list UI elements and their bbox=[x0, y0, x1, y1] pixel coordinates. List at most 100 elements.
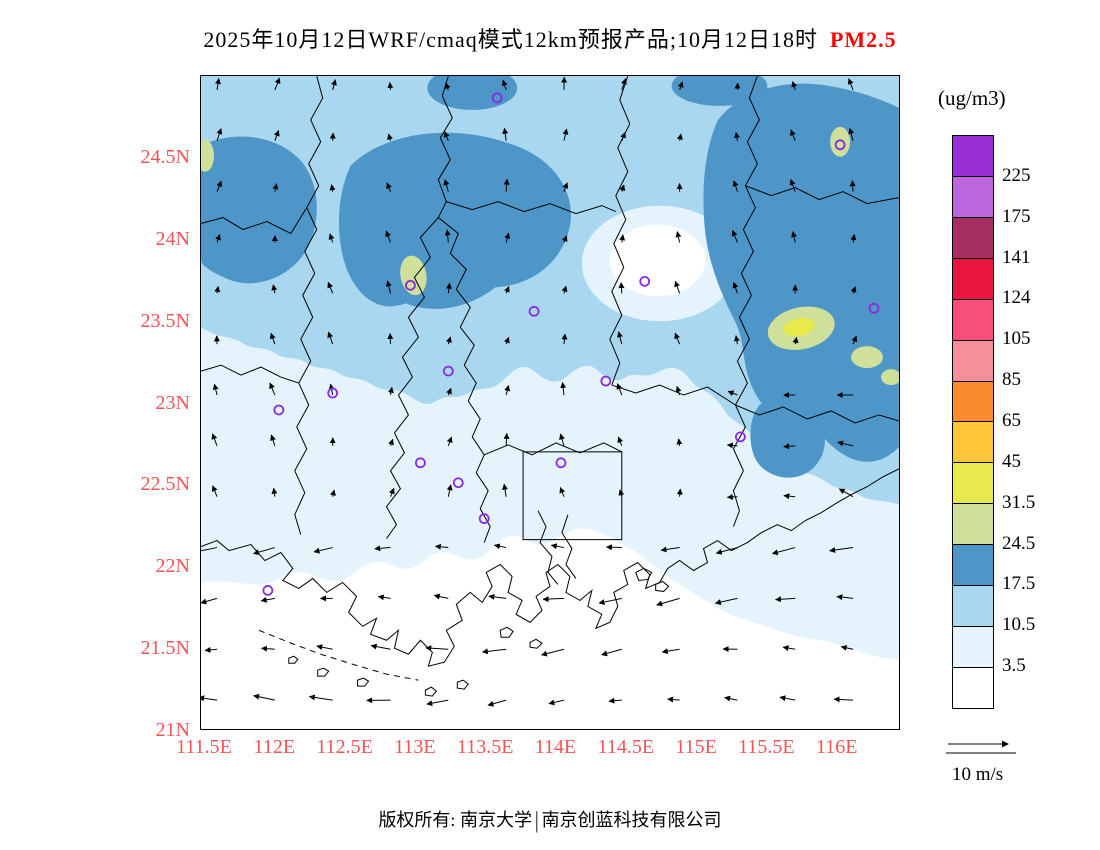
copyright-company: 南京创蓝科技有限公司 bbox=[541, 810, 722, 830]
estuary-line bbox=[537, 510, 559, 585]
wind-arrow bbox=[274, 77, 281, 91]
wind-arrow bbox=[446, 336, 452, 345]
wind-arrow bbox=[732, 180, 739, 192]
wind-arrow bbox=[727, 390, 738, 397]
wind-arrow bbox=[850, 234, 857, 243]
wind-arrow bbox=[215, 233, 221, 243]
legend-value-label: 141 bbox=[1002, 246, 1031, 268]
wind-arrow bbox=[374, 545, 391, 552]
station-marker bbox=[491, 92, 503, 104]
legend-value-labels: 225 175 141 124 105 85 65 45 31.5 24.5 17.5 10.5 3.5 bbox=[1002, 135, 1082, 709]
wind-arrow bbox=[792, 336, 799, 345]
station-marker bbox=[442, 365, 454, 377]
lon-tick-label: 114E bbox=[534, 736, 577, 758]
wind-scale-arrow bbox=[946, 740, 1016, 754]
wind-arrow bbox=[503, 178, 510, 192]
admin-boundary bbox=[732, 76, 760, 527]
station-marker bbox=[478, 513, 490, 525]
wind-arrow bbox=[660, 546, 680, 553]
wind-arrow bbox=[216, 180, 223, 192]
boundary-layer bbox=[201, 76, 899, 697]
admin-boundary bbox=[609, 76, 631, 386]
station-marker bbox=[528, 305, 540, 317]
lon-tick-label: 114.5E bbox=[597, 736, 655, 758]
lat-tick-label: 24N bbox=[155, 227, 190, 250]
legend-value-label: 17.5 bbox=[1002, 573, 1036, 595]
wind-arrow bbox=[488, 593, 507, 600]
wind-arrow bbox=[847, 78, 854, 91]
lon-tick-label: 112.5E bbox=[316, 736, 373, 758]
wind-arrow bbox=[559, 433, 565, 447]
legend-color-box bbox=[953, 545, 993, 587]
wind-arrow bbox=[503, 432, 510, 446]
legend-color-box bbox=[953, 381, 993, 423]
wind-arrow bbox=[540, 648, 565, 657]
wind-arrow bbox=[771, 547, 796, 556]
islands bbox=[288, 567, 670, 697]
wind-arrow bbox=[548, 699, 565, 706]
wind-arrow bbox=[211, 485, 218, 497]
lat-tick-label: 22N bbox=[155, 555, 190, 578]
lat-tick-label: 23N bbox=[155, 391, 190, 414]
wind-arrow bbox=[833, 696, 854, 703]
pm25-contour-map bbox=[201, 76, 899, 729]
station-marker bbox=[639, 275, 651, 287]
wind-arrow bbox=[667, 696, 680, 703]
legend-color-box bbox=[953, 136, 993, 177]
wind-arrow bbox=[562, 182, 569, 192]
wind-arrow bbox=[714, 597, 738, 606]
wind-arrow bbox=[620, 131, 626, 141]
admin-boundary bbox=[385, 217, 439, 539]
wind-arrow bbox=[559, 486, 566, 497]
wind-arrow bbox=[253, 547, 275, 556]
lat-tick-label: 22.5N bbox=[140, 473, 190, 496]
wind-arrow bbox=[501, 79, 508, 91]
wind-arrow bbox=[840, 644, 854, 651]
contour-17.5-central bbox=[338, 132, 571, 309]
lat-tick-label: 21N bbox=[155, 719, 190, 741]
wind-arrow bbox=[271, 284, 278, 294]
wind-arrow bbox=[273, 129, 280, 141]
wind-arrow bbox=[789, 179, 796, 192]
wind-arrow bbox=[446, 436, 453, 447]
wind-arrow bbox=[316, 644, 333, 651]
wind-arrow bbox=[733, 131, 740, 141]
wind-arrow bbox=[851, 335, 858, 345]
wind-arrow bbox=[201, 597, 218, 605]
wind-arrow bbox=[837, 440, 854, 447]
wind-arrow bbox=[661, 648, 680, 655]
map-panel bbox=[200, 75, 900, 730]
wind-arrow bbox=[212, 383, 219, 396]
admin-boundary bbox=[611, 384, 736, 406]
contour-24.5-topright bbox=[830, 126, 851, 157]
maritime-dashed-boundary bbox=[258, 629, 419, 681]
coastline bbox=[201, 468, 899, 667]
legend-unit-label: (ug/m3) bbox=[938, 86, 1006, 110]
wind-arrow bbox=[616, 383, 623, 396]
wind-arrow bbox=[270, 434, 276, 447]
legend-color-box bbox=[953, 667, 993, 708]
page-title: 2025年10月12日WRF/cmaq模式12km预报产品;10月12日18时 P… bbox=[0, 22, 1100, 54]
lat-tick-label: 24.5N bbox=[140, 145, 190, 168]
wind-arrow bbox=[444, 82, 451, 91]
wind-arrow bbox=[272, 183, 279, 192]
wind-arrow bbox=[775, 596, 796, 603]
wind-arrow bbox=[446, 484, 453, 497]
wind-arrow bbox=[434, 543, 449, 550]
legend-value-label: 3.5 bbox=[1002, 655, 1026, 677]
wind-arrow bbox=[487, 699, 507, 707]
station-marker bbox=[415, 457, 426, 469]
wind-scale-label: 10 m/s bbox=[952, 764, 1004, 785]
wind-arrow bbox=[783, 443, 796, 450]
wind-arrow bbox=[676, 133, 683, 141]
legend-color-box bbox=[953, 299, 993, 341]
contour-17.5-ne bbox=[703, 83, 899, 462]
station-marker bbox=[868, 302, 880, 314]
contour-31.5-ne-core bbox=[783, 317, 815, 337]
contour-24.5-leftedge bbox=[201, 139, 215, 172]
wind-arrow bbox=[269, 382, 276, 396]
wind-arrow bbox=[726, 442, 738, 449]
legend-value-label: 124 bbox=[1002, 287, 1031, 309]
wind-arrow bbox=[269, 332, 276, 345]
wind-arrow bbox=[433, 593, 449, 600]
